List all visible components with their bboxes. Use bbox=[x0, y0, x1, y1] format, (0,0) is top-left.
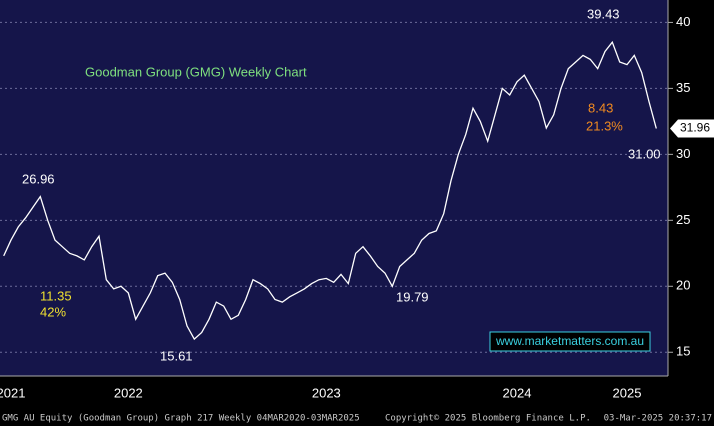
y-tick-label: 30 bbox=[676, 146, 690, 161]
annotation: 21.3% bbox=[586, 118, 623, 133]
footer-copyright: Copyright© 2025 Bloomberg Finance L.P. bbox=[385, 414, 591, 424]
annotation: 11.35 bbox=[40, 288, 72, 303]
last-price-label: 31.96 bbox=[680, 121, 710, 135]
annotation: 8.43 bbox=[588, 100, 613, 115]
y-tick-label: 35 bbox=[676, 80, 690, 95]
footer-left: GMG AU Equity (Goodman Group) Graph 217 … bbox=[2, 414, 360, 424]
annotation: 15.61 bbox=[160, 348, 193, 363]
y-tick-label: 40 bbox=[676, 14, 690, 29]
y-tick-label: 20 bbox=[676, 278, 690, 293]
x-tick-label: 2023 bbox=[312, 385, 341, 400]
annotation: 26.96 bbox=[22, 171, 55, 186]
y-tick-label: 25 bbox=[676, 212, 690, 227]
x-tick-label: 2021 bbox=[0, 385, 25, 400]
annotation: 39.43 bbox=[587, 6, 620, 21]
x-tick-label: 2022 bbox=[114, 385, 143, 400]
annotation: 42% bbox=[40, 304, 66, 319]
watermark: www.marketmatters.com.au bbox=[495, 334, 644, 348]
watermark-box bbox=[489, 331, 651, 352]
plot-background bbox=[0, 0, 668, 376]
x-tick-label: 2025 bbox=[613, 385, 642, 400]
y-tick-label: 15 bbox=[676, 344, 690, 359]
chart-title: Goodman Group (GMG) Weekly Chart bbox=[85, 64, 307, 79]
footer-date: 03-Mar-2025 20:37:17 bbox=[604, 414, 712, 424]
axis-background bbox=[668, 0, 714, 376]
price-line bbox=[3, 40, 657, 341]
x-tick-label: 2024 bbox=[503, 385, 532, 400]
annotation: 19.79 bbox=[396, 289, 429, 304]
x-axis-background bbox=[0, 376, 714, 410]
last-price-box bbox=[670, 119, 714, 138]
annotation: 31.00 bbox=[628, 146, 661, 161]
